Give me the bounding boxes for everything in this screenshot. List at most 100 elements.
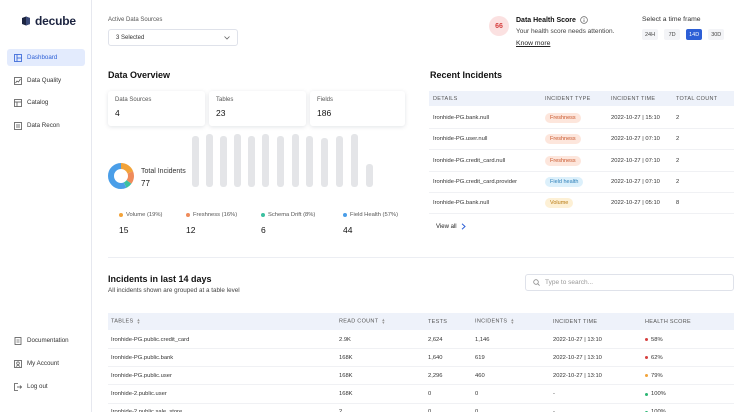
health-score-title: Data Health Score (516, 16, 576, 24)
table-row[interactable]: Ironhide-PG.public.credit_card 2.9K 2,624 1… (108, 331, 734, 349)
read-count: 168K (339, 354, 353, 361)
sidebar-item-label: Catalog (27, 99, 49, 106)
incident-count: 2 (676, 178, 680, 185)
table-row[interactable]: Ironhide-PG.bank.null Volume 2022-10-27 | … (429, 193, 734, 215)
table-row[interactable]: Ironhide-PG.public.user 168K 2,296 460 2022-… (108, 367, 734, 386)
breakdown-label: Freshness (16%) (193, 212, 238, 218)
data-sources-card[interactable]: Data Sources 4 (108, 91, 205, 126)
health-score-title-row: Data Health Score (516, 16, 588, 24)
tables-card[interactable]: Tables 23 (209, 91, 306, 126)
table-search-input[interactable]: Type to search... (525, 274, 734, 291)
dashboard-icon (14, 53, 22, 62)
table-row[interactable]: Ironhide-PG.public.bank 168K 1,640 619 2022-… (108, 349, 734, 368)
table-row[interactable]: Ironhide-PG.bank.null Freshness 2022-10-27… (429, 108, 734, 129)
incident-count: 2 (676, 157, 680, 164)
data-recon-icon (14, 121, 22, 130)
logo-text: decube (35, 14, 76, 28)
chevron-down-icon (224, 35, 230, 40)
incident-time: 2022-10-27 | 13:10 (553, 354, 602, 361)
incident-details: Ironhide-PG.user.null (433, 136, 488, 143)
breakdown-freshness: Freshness (16%) (186, 212, 237, 218)
col-incidents[interactable]: INCIDENTS ▲ ▼ (475, 317, 515, 326)
table-name: Ironhide-PG.public.user (111, 372, 172, 379)
logo[interactable]: decube (21, 14, 76, 28)
view-all-link[interactable]: View all (436, 223, 466, 230)
breakdown-label: Field Health (57%) (350, 212, 399, 218)
sidebar-item-data-quality[interactable]: Data Quality (7, 72, 85, 89)
read-count: 2 (339, 409, 342, 412)
incidents-14-title: Incidents in last 14 days (108, 274, 212, 284)
incident-time: - (553, 391, 555, 398)
fields-card[interactable]: Fields 186 (310, 91, 405, 126)
know-more-link[interactable]: Know more (516, 40, 551, 47)
section-divider (108, 257, 734, 258)
table-row[interactable]: Ironhide-PG.credit_card.provider Field he… (429, 172, 734, 193)
col-tables[interactable]: TABLES ▲ ▼ (111, 317, 141, 326)
incident-details: Ironhide-PG.credit_card.provider (433, 178, 518, 185)
incidents-14-header: TABLES ▲ ▼ READ COUNT ▲ ▼ TESTS INCIDENTS ▲ ▼ … (108, 313, 734, 330)
data-sources-select[interactable]: 3 Selected (108, 29, 238, 46)
incidents-count: 1,146 (475, 336, 490, 343)
incident-details: Ironhide-PG.credit_card.null (433, 157, 506, 164)
incident-type-badge: Freshness (545, 155, 581, 166)
view-all-label: View all (436, 223, 457, 230)
sidebar-item-documentation[interactable]: Documentation (7, 332, 85, 349)
card-value: 4 (115, 108, 120, 118)
health-status-dot (645, 410, 648, 412)
timeframe-14d[interactable]: 14D (686, 29, 703, 40)
incident-time: 2022-10-27 | 05:10 (611, 200, 660, 207)
read-count: 2.9K (339, 336, 351, 343)
incident-type-badge: Field health (545, 176, 584, 187)
sidebar-item-catalog[interactable]: Catalog (7, 94, 85, 111)
sidebar-item-my-account[interactable]: My Account (7, 355, 85, 372)
health-status-dot (645, 374, 648, 378)
card-label: Data Sources (115, 97, 152, 103)
data-quality-icon (14, 76, 22, 85)
sidebar-item-dashboard[interactable]: Dashboard (7, 49, 85, 66)
search-icon (533, 279, 540, 286)
col-health-score: HEALTH SCORE (645, 318, 691, 325)
table-row[interactable]: Ironhide-2.public.sale_store 2 0 0 - 100% (108, 404, 734, 412)
sort-icon: ▲ ▼ (136, 317, 141, 326)
sidebar-item-label: Documentation (27, 337, 69, 344)
sidebar-item-label: Dashboard (27, 54, 58, 61)
table-name: Ironhide-2.public.user (111, 391, 167, 398)
sidebar-item-data-recon[interactable]: Data Recon (7, 117, 85, 134)
table-row[interactable]: Ironhide-2.public.user 168K 0 0 - 100% (108, 386, 734, 404)
col-tests: TESTS (428, 318, 448, 325)
breakdown-label: Schema Drift (8%) (268, 212, 316, 218)
sort-icon: ▲ ▼ (381, 317, 386, 326)
health-score-value: 100% (651, 391, 666, 398)
incidents-count: 0 (475, 391, 479, 398)
timeframe-30d[interactable]: 30D (708, 29, 725, 40)
col-read-count[interactable]: READ COUNT ▲ ▼ (339, 317, 386, 326)
decube-logo-icon (22, 16, 30, 26)
health-score-value: 100% (651, 409, 666, 412)
breakdown-value: 44 (343, 225, 353, 235)
incident-count: 8 (676, 200, 680, 207)
col-details: DETAILS (433, 95, 458, 102)
incidents-donut-chart (108, 163, 134, 189)
breakdown-schema-drift: Schema Drift (8%) (261, 212, 315, 218)
info-icon[interactable] (580, 16, 588, 24)
sidebar-item-log-out[interactable]: Log out (7, 378, 85, 395)
timeframe-7d[interactable]: 7D (664, 29, 681, 40)
timeframe-label: Select a time frame (642, 16, 701, 23)
incidents-14-subtitle: All incidents shown are grouped at a tab… (108, 287, 240, 294)
incident-type-badge: Volume (545, 198, 574, 209)
incident-details: Ironhide-PG.bank.null (433, 200, 490, 207)
table-row[interactable]: Ironhide-PG.user.null Freshness 2022-10-27… (429, 129, 734, 151)
incident-time: 2022-10-27 | 07:10 (611, 136, 660, 143)
health-score-cell: 62% (645, 355, 663, 361)
incidents-count: 619 (475, 354, 485, 361)
table-row[interactable]: Ironhide-PG.credit_card.null Freshness 202… (429, 151, 734, 172)
active-data-sources-label: Active Data Sources (108, 17, 163, 23)
card-value: 186 (317, 108, 332, 118)
col-total-count: TOTAL COUNT (676, 95, 718, 102)
timeframe-options: 24H 7D 14D 30D (642, 29, 725, 40)
sort-icon: ▲ ▼ (510, 317, 515, 326)
incident-type-badge: Freshness (545, 134, 581, 145)
timeframe-24h[interactable]: 24H (642, 29, 659, 40)
card-label: Tables (216, 97, 234, 103)
incident-time: 2022-10-27 | 13:10 (553, 336, 602, 343)
